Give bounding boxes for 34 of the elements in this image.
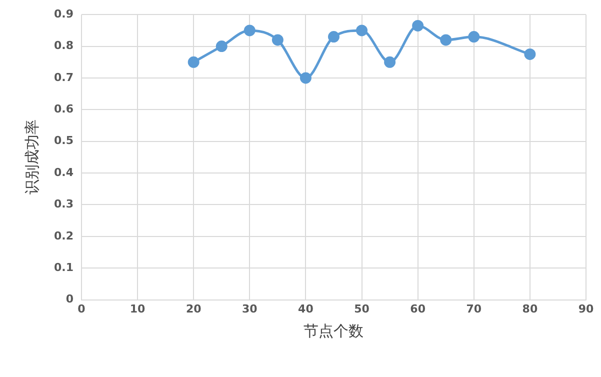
point — [524, 48, 536, 60]
y-tick-label: 0.8 — [54, 39, 74, 52]
point — [272, 34, 284, 46]
point — [468, 31, 480, 43]
point — [412, 20, 424, 32]
point — [356, 24, 368, 36]
y-axis-title: 识别成功率 — [22, 120, 41, 195]
point — [216, 40, 228, 52]
y-tick-label: 0.3 — [54, 198, 74, 211]
x-axis-title: 节点个数 — [304, 322, 364, 340]
y-tick-label: 0.5 — [54, 134, 74, 148]
x-tick-label: 20 — [186, 302, 202, 316]
y-tick-label: 0.7 — [54, 70, 74, 84]
y-tick-label: 0.1 — [54, 260, 74, 274]
x-tick-label: 60 — [410, 302, 426, 316]
y-tick-label: 0.4 — [54, 166, 74, 179]
point — [188, 56, 200, 68]
x-tick-label: 30 — [242, 302, 258, 316]
x-tick-label: 90 — [578, 302, 594, 316]
x-tick-label: 70 — [466, 302, 482, 316]
y-tick-label: 0.9 — [54, 7, 74, 20]
x-tick-label: 10 — [130, 302, 146, 316]
y-tick-label: 0.6 — [54, 102, 74, 116]
y-tick-label: 0 — [66, 292, 74, 306]
point — [300, 72, 312, 84]
point — [328, 31, 340, 43]
point — [244, 24, 256, 36]
point — [384, 56, 396, 68]
point — [440, 34, 452, 46]
y-tick-label: 0.2 — [54, 229, 74, 242]
x-tick-label: 50 — [354, 302, 370, 316]
x-tick-label: 0 — [78, 302, 86, 316]
x-tick-label: 80 — [522, 302, 538, 316]
x-tick-label: 40 — [298, 302, 314, 316]
